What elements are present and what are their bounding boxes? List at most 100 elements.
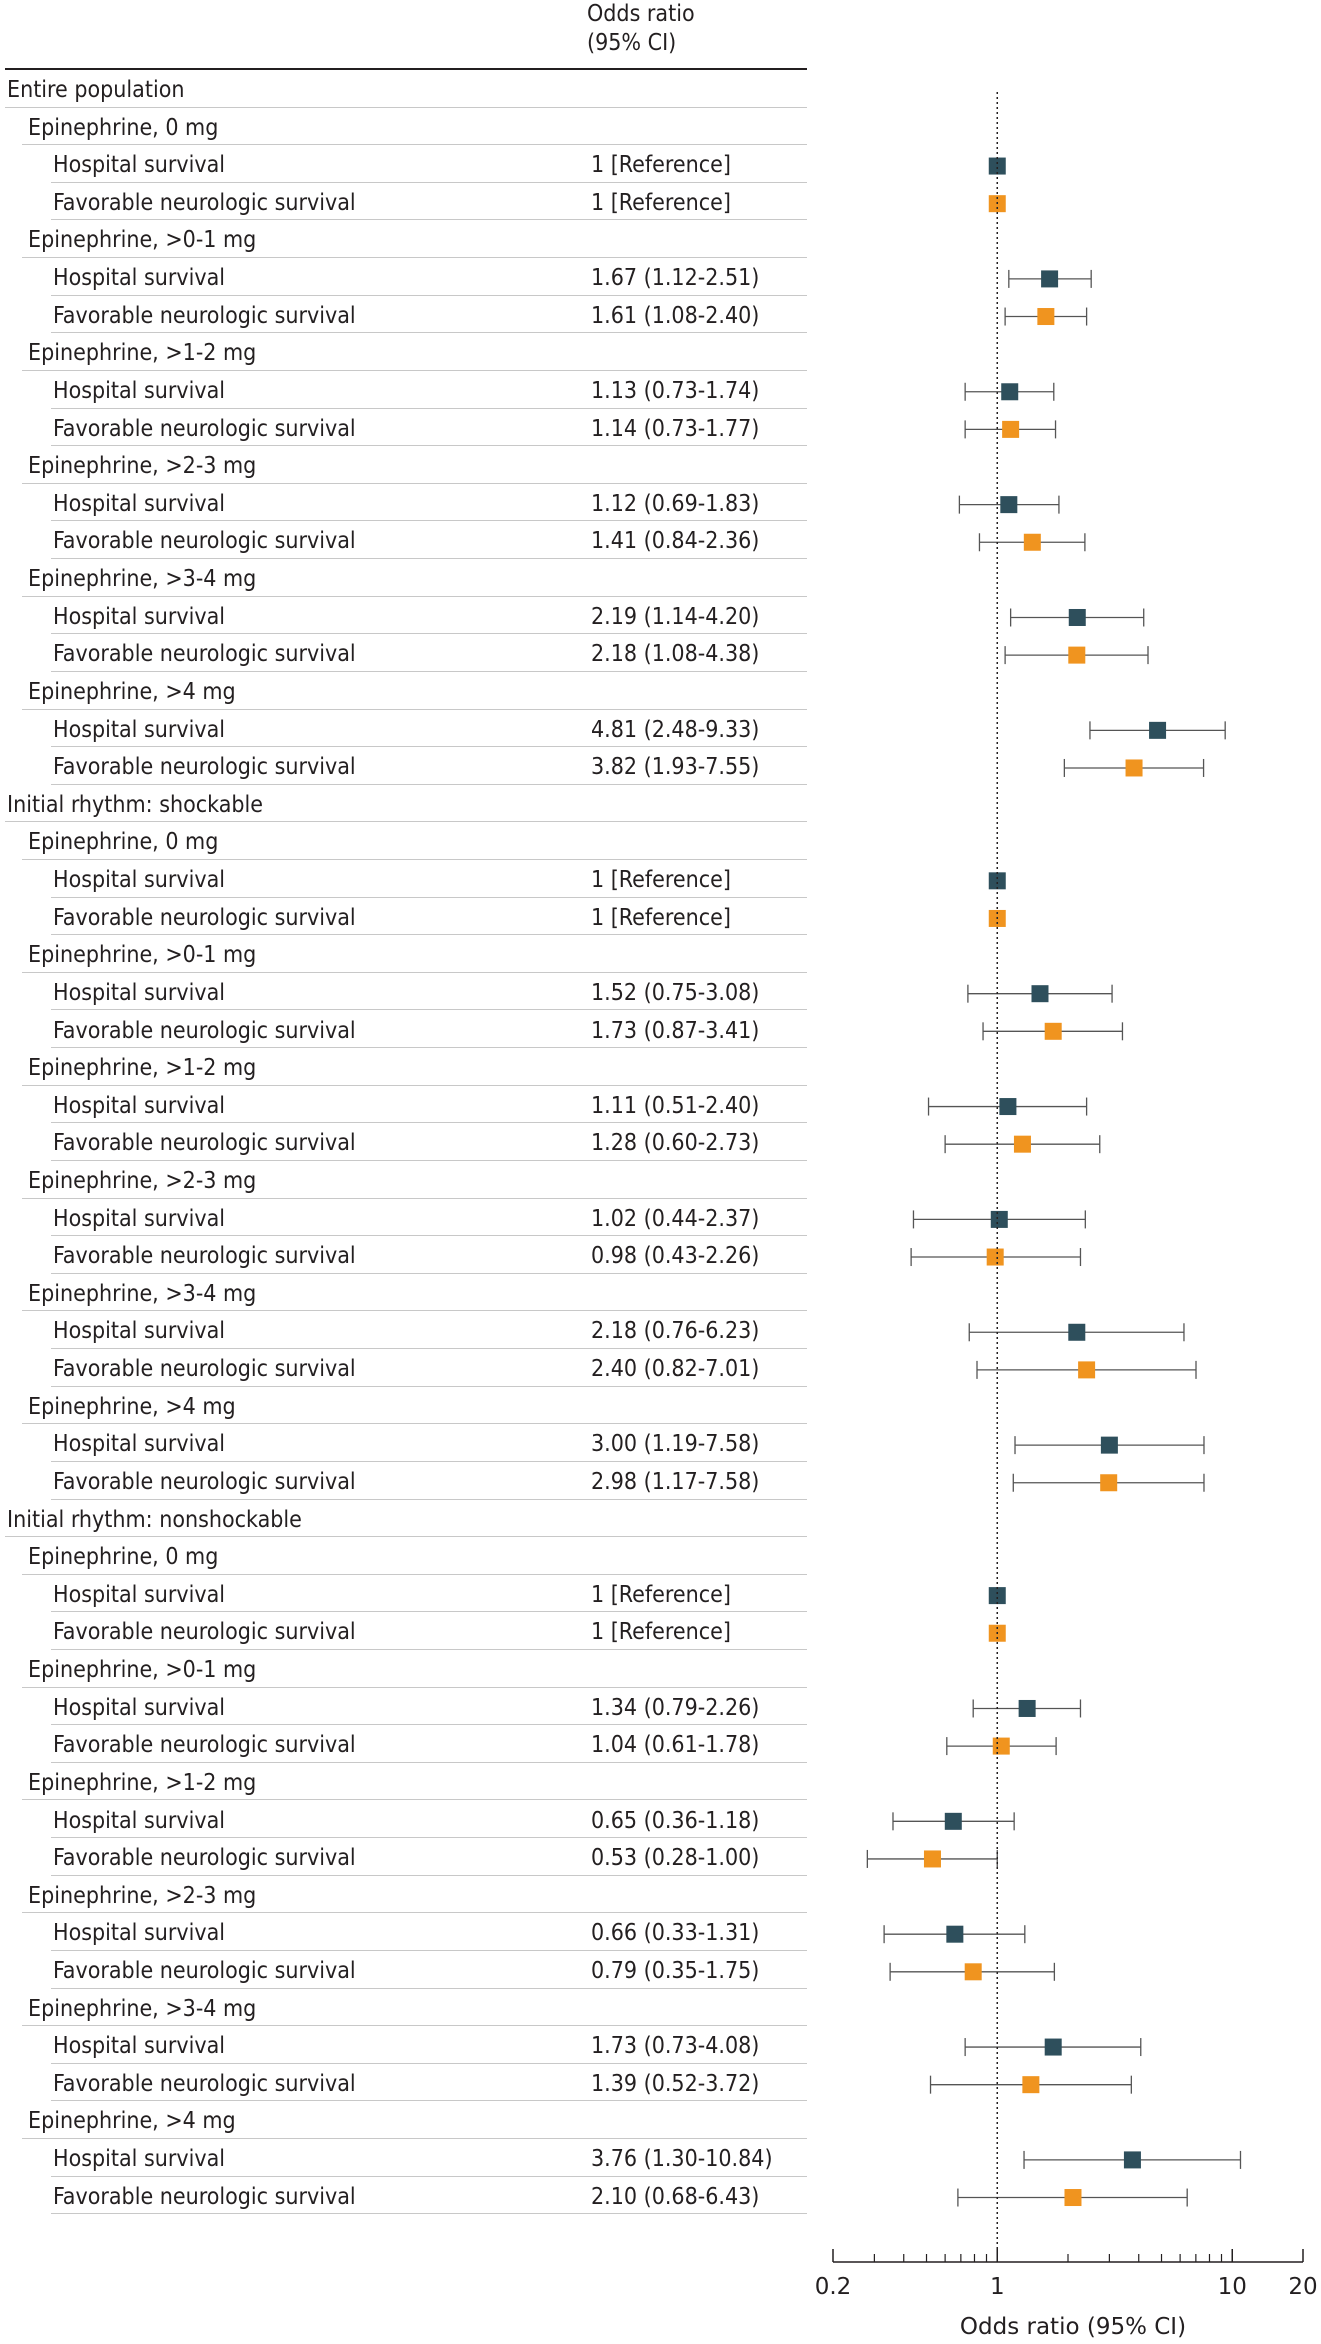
row-divider (22, 1084, 807, 1086)
row-label: Hospital survival (53, 2146, 226, 2173)
hospital-survival-marker (988, 872, 1006, 890)
row-divider (51, 520, 807, 522)
row-label: Epinephrine, >4 mg (28, 2108, 236, 2135)
outcome-row: Favorable neurologic survival 2.18 (1.08-… (51, 634, 807, 672)
odds-ratio-value: 0.79 (0.35-1.75) (591, 1958, 760, 1984)
row-divider (51, 1649, 807, 1650)
row-divider (22, 708, 807, 710)
hospital-survival-marker (1149, 721, 1167, 739)
neurologic-survival-marker (1044, 1022, 1062, 1040)
row-label: Favorable neurologic survival (53, 415, 356, 442)
odds-ratio-value: 1 [Reference] (591, 904, 731, 931)
neurologic-survival-marker (1002, 420, 1020, 438)
row-divider (51, 1460, 807, 1462)
x-tick-label: 0.2 (815, 2274, 852, 2300)
outcome-row: Favorable neurologic survival 1.39 (0.52-… (51, 2064, 807, 2102)
dose-row: Epinephrine, >3-4 mg (22, 559, 807, 597)
dose-row: Epinephrine, >1-2 mg (22, 333, 807, 371)
outcome-row: Favorable neurologic survival 1.28 (0.60-… (51, 1123, 807, 1161)
hospital-survival-marker (990, 1210, 1008, 1228)
row-divider (51, 294, 807, 296)
hospital-survival-marker (946, 1925, 964, 1943)
row-label: Favorable neurologic survival (53, 1243, 356, 1270)
row-divider (51, 896, 807, 898)
outcome-row: Favorable neurologic survival 2.10 (0.68-… (51, 2177, 807, 2215)
row-label: Entire population (7, 77, 185, 103)
neurologic-survival-marker (1013, 1135, 1031, 1153)
outcome-row: Hospital survival 2.18 (0.76-6.23) (51, 1311, 807, 1350)
row-divider (51, 332, 807, 334)
dose-row: Epinephrine, >3-4 mg (22, 1989, 807, 2027)
odds-ratio-value: 3.76 (1.30-10.84) (591, 2146, 773, 2173)
row-divider (22, 1686, 807, 1688)
hospital-survival-marker (1123, 2151, 1141, 2169)
hospital-survival-marker (1068, 608, 1086, 626)
outcome-row: Favorable neurologic survival 1 [Referenc… (51, 898, 807, 936)
row-label: Hospital survival (53, 979, 226, 1006)
dose-row: Epinephrine, 0 mg (22, 822, 807, 860)
hospital-survival-marker (988, 1587, 1006, 1605)
row-label: Hospital survival (53, 716, 226, 743)
outcome-row: Hospital survival 1.73 (0.73-4.08) (51, 2026, 807, 2064)
row-divider (5, 106, 807, 108)
row-label: Hospital survival (53, 152, 226, 179)
row-divider (22, 1423, 807, 1425)
row-divider (51, 670, 807, 672)
hospital-survival-marker (1018, 1699, 1036, 1717)
row-divider (22, 858, 807, 860)
hospital-survival-marker (1001, 383, 1019, 401)
row-label: Hospital survival (53, 603, 226, 630)
outcome-row: Favorable neurologic survival 1 [Referenc… (51, 1612, 807, 1650)
row-label: Favorable neurologic survival (53, 2183, 356, 2210)
odds-ratio-value: 1 [Reference] (591, 867, 731, 894)
row-divider (5, 1536, 807, 1538)
row-label: Epinephrine, >3-4 mg (28, 1995, 257, 2022)
outcome-row: Favorable neurologic survival 3.82 (1.93-… (51, 747, 807, 785)
outcome-row: Hospital survival 1 [Reference] (51, 1575, 807, 1613)
x-tick-label: 20 (1288, 2274, 1317, 2300)
outcome-row: Favorable neurologic survival 0.79 (0.35-… (51, 1951, 807, 1989)
row-divider (51, 746, 807, 748)
row-label: Favorable neurologic survival (53, 1017, 356, 1044)
row-label: Initial rhythm: nonshockable (7, 1506, 302, 1533)
row-label: Epinephrine, >3-4 mg (28, 1280, 257, 1307)
odds-ratio-value: 1.73 (0.73-4.08) (591, 2033, 760, 2060)
row-divider (51, 1009, 807, 1011)
odds-ratio-value: 0.53 (0.28-1.00) (591, 1845, 760, 1872)
hospital-survival-marker (944, 1812, 962, 1830)
neurologic-survival-marker (992, 1737, 1010, 1755)
x-tick-label: 10 (1218, 2274, 1247, 2300)
outcome-row: Hospital survival 1.34 (0.79-2.26) (51, 1688, 807, 1726)
odds-ratio-value: 2.19 (1.14-4.20) (591, 603, 760, 630)
odds-ratio-value: 1.52 (0.75-3.08) (591, 979, 760, 1006)
row-divider (51, 1348, 807, 1350)
x-axis-label: Odds ratio (95% CI) (960, 2314, 1186, 2340)
row-label: Favorable neurologic survival (53, 1468, 356, 1495)
outcome-row: Favorable neurologic survival 1.04 (0.61-… (51, 1725, 807, 1763)
row-label: Epinephrine, >1-2 mg (28, 340, 257, 367)
outcome-row: Hospital survival 3.00 (1.19-7.58) (51, 1424, 807, 1462)
outcome-row: Hospital survival 1.11 (0.51-2.40) (51, 1086, 807, 1124)
row-divider (22, 1573, 807, 1575)
outcome-row: Favorable neurologic survival 2.98 (1.17-… (51, 1462, 807, 1500)
odds-ratio-value: 1.13 (0.73-1.74) (591, 377, 760, 404)
row-label: Epinephrine, >0-1 mg (28, 1657, 257, 1684)
odds-ratio-value: 1.04 (0.61-1.78) (591, 1732, 760, 1759)
hospital-survival-marker (1000, 496, 1018, 514)
row-label: Epinephrine, >1-2 mg (28, 1055, 257, 1082)
group-row: Initial rhythm: shockable (5, 785, 807, 823)
row-label: Favorable neurologic survival (53, 1732, 356, 1759)
odds-ratio-value: 1.28 (0.60-2.73) (591, 1130, 760, 1157)
row-label: Epinephrine, >2-3 mg (28, 1167, 257, 1194)
odds-ratio-value: 0.66 (0.33-1.31) (591, 1920, 760, 1947)
row-divider (51, 1235, 807, 1237)
row-divider (51, 1385, 807, 1387)
odds-ratio-value: 2.18 (0.76-6.23) (591, 1318, 760, 1345)
row-label: Epinephrine, >2-3 mg (28, 453, 257, 480)
odds-ratio-value: 0.65 (0.36-1.18) (591, 1807, 760, 1834)
neurologic-survival-marker (1022, 2076, 1040, 2094)
odds-ratio-value: 3.82 (1.93-7.55) (591, 754, 760, 781)
row-divider (51, 1761, 807, 1763)
odds-ratio-value: 0.98 (0.43-2.26) (591, 1243, 760, 1270)
